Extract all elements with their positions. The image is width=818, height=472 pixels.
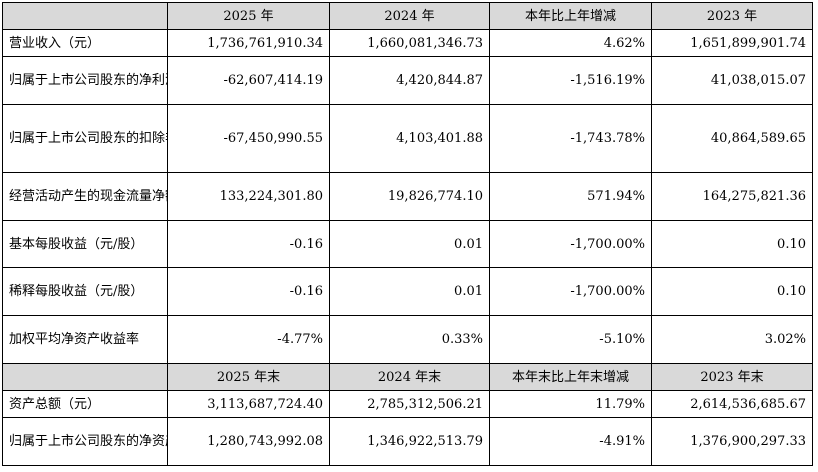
header-2024: 2024 年 (329, 2, 490, 30)
cell-2023: 40,864,589.65 (651, 104, 813, 173)
cell-2025: 1,736,761,910.34 (167, 29, 330, 57)
header-yoy-end-change: 本年末比上年末增减 (489, 363, 652, 391)
cell-change: 11.79% (489, 390, 652, 418)
row-label: 加权平均净资产收益率 (2, 315, 168, 364)
cell-change: -1,700.00% (489, 220, 652, 268)
cell-2025: -0.16 (167, 220, 330, 268)
cell-change: -1,700.00% (489, 267, 652, 316)
table-row: 资产总额（元） 3,113,687,724.40 2,785,312,506.2… (2, 390, 813, 418)
cell-change: -1,743.78% (489, 104, 652, 173)
cell-2024: 1,660,081,346.73 (329, 29, 490, 57)
cell-2025-end: 3,113,687,724.40 (167, 390, 330, 418)
row-label: 营业收入（元） (2, 29, 168, 57)
cell-2023-end: 1,376,900,297.33 (651, 417, 813, 466)
header-row-year: 2025 年 2024 年 本年比上年增减 2023 年 (2, 2, 813, 30)
cell-2024: 4,103,401.88 (329, 104, 490, 173)
row-label: 资产总额（元） (2, 390, 168, 418)
cell-2023: 1,651,899,901.74 (651, 29, 813, 57)
cell-change: -1,516.19% (489, 56, 652, 105)
cell-2025: 133,224,301.80 (167, 172, 330, 221)
cell-2023: 0.10 (651, 220, 813, 268)
cell-change: -5.10% (489, 315, 652, 364)
cell-2023: 164,275,821.36 (651, 172, 813, 221)
cell-2024-end: 1,346,922,513.79 (329, 417, 490, 466)
cell-change: 4.62% (489, 29, 652, 57)
cell-2023: 0.10 (651, 267, 813, 316)
table-row: 归属于上市公司股东的净利润（元） -62,607,414.19 4,420,84… (2, 56, 813, 105)
header-2024-end: 2024 年末 (329, 363, 490, 391)
header-2023-end: 2023 年末 (651, 363, 813, 391)
financial-summary-table: 2025 年 2024 年 本年比上年增减 2023 年 营业收入（元） 1,7… (2, 2, 813, 466)
table-row: 营业收入（元） 1,736,761,910.34 1,660,081,346.7… (2, 29, 813, 57)
cell-2024: 19,826,774.10 (329, 172, 490, 221)
header-2025-end: 2025 年末 (167, 363, 330, 391)
table-row: 加权平均净资产收益率 -4.77% 0.33% -5.10% 3.02% (2, 315, 813, 364)
row-label: 归属于上市公司股东的净利润（元） (2, 56, 168, 105)
table-row: 稀释每股收益（元/股） -0.16 0.01 -1,700.00% 0.10 (2, 267, 813, 316)
header-corner (2, 2, 168, 30)
cell-2023: 41,038,015.07 (651, 56, 813, 105)
cell-2024: 0.01 (329, 220, 490, 268)
cell-2024-end: 2,785,312,506.21 (329, 390, 490, 418)
header-2025: 2025 年 (167, 2, 330, 30)
cell-2025: -62,607,414.19 (167, 56, 330, 105)
cell-2023: 3.02% (651, 315, 813, 364)
table-row: 归属于上市公司股东的净资产（元） 1,280,743,992.08 1,346,… (2, 417, 813, 466)
row-label: 基本每股收益（元/股） (2, 220, 168, 268)
cell-2024: 4,420,844.87 (329, 56, 490, 105)
table-row: 归属于上市公司股东的扣除非经常性损益的净利润（元） -67,450,990.55… (2, 104, 813, 173)
row-label: 稀释每股收益（元/股） (2, 267, 168, 316)
header-2023: 2023 年 (651, 2, 813, 30)
cell-2023-end: 2,614,536,685.67 (651, 390, 813, 418)
table-row: 基本每股收益（元/股） -0.16 0.01 -1,700.00% 0.10 (2, 220, 813, 268)
row-label: 经营活动产生的现金流量净额（元） (2, 172, 168, 221)
row-label: 归属于上市公司股东的净资产（元） (2, 417, 168, 466)
header-corner (2, 363, 168, 391)
cell-2024: 0.33% (329, 315, 490, 364)
cell-2025: -0.16 (167, 267, 330, 316)
cell-2025-end: 1,280,743,992.08 (167, 417, 330, 466)
header-row-year-end: 2025 年末 2024 年末 本年末比上年末增减 2023 年末 (2, 363, 813, 391)
cell-2024: 0.01 (329, 267, 490, 316)
cell-2025: -67,450,990.55 (167, 104, 330, 173)
header-yoy-change: 本年比上年增减 (489, 2, 652, 30)
cell-change: -4.91% (489, 417, 652, 466)
table-row: 经营活动产生的现金流量净额（元） 133,224,301.80 19,826,7… (2, 172, 813, 221)
cell-2025: -4.77% (167, 315, 330, 364)
row-label: 归属于上市公司股东的扣除非经常性损益的净利润（元） (2, 104, 168, 173)
cell-change: 571.94% (489, 172, 652, 221)
